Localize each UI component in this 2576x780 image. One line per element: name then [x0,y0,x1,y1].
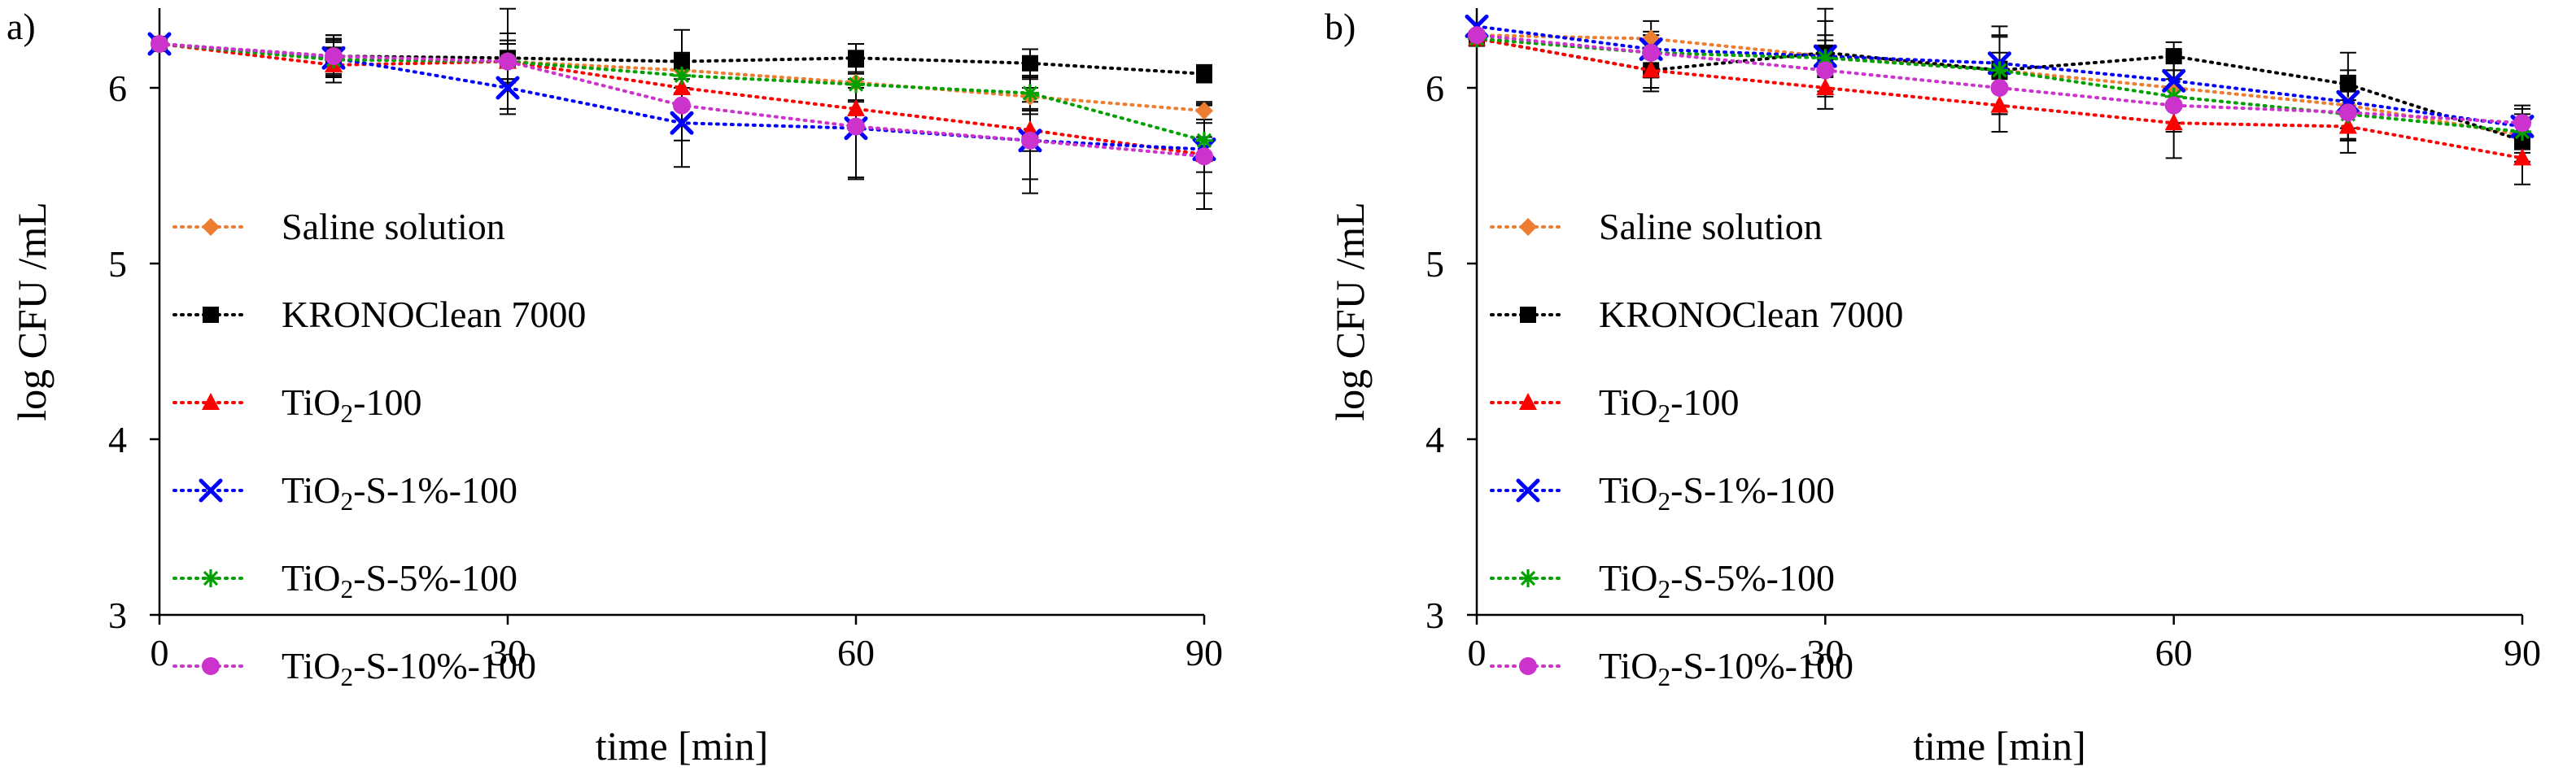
data-point [1196,65,1212,82]
legend-marker [1519,569,1537,587]
legend: Saline solution KRONOClean 7000 TiO2-100 Ti… [1490,206,1903,691]
data-point [2164,113,2183,131]
y-tick-label: 6 [1426,68,1444,109]
legend-label: TiO2-S-10%-100 [1599,645,1853,691]
panel-label: a) [7,6,36,47]
legend-label: KRONOClean 7000 [1599,294,1903,335]
error-bars [1643,30,2530,146]
legend-marker [1516,478,1540,503]
legend-label: TiO2-S-1%-100 [282,469,517,516]
y-tick-label: 4 [1426,419,1444,460]
data-point [847,75,865,94]
data-point [673,96,691,115]
y-tick-label: 6 [108,68,127,109]
legend-label: TiO2-S-5%-100 [282,557,517,604]
y-tick-label: 3 [108,595,127,636]
error-bars [1643,7,2530,163]
legend-label: TiO2-S-5%-100 [1599,557,1835,604]
data-point [1642,43,1661,62]
data-point [151,35,168,53]
data-point [1990,79,2009,97]
data-point [670,111,694,135]
legend-label: TiO2-S-10%-100 [282,645,536,691]
data-point [2165,48,2182,65]
legend-label: TiO2-100 [282,381,421,428]
series-5 [1468,26,2531,133]
data-point [1642,60,1661,78]
x-tick-label: 30 [489,632,526,673]
data-point [674,53,690,70]
data-point [1021,84,1039,102]
x-tick-label: 0 [151,632,169,673]
legend-label: TiO2-100 [1599,381,1739,428]
error-bars [1643,20,2530,154]
data-point [848,50,864,67]
legend-label: KRONOClean 7000 [282,294,586,335]
x-tick-label: 0 [1468,632,1487,673]
x-tick-label: 90 [1185,632,1223,673]
legend-marker [1519,218,1537,236]
legend-label: Saline solution [282,206,505,247]
y-tick-label: 4 [108,419,127,460]
legend-marker [1520,307,1536,323]
data-point [1021,131,1039,150]
y-axis-label: log CFU /mL [9,202,55,421]
x-tick-label: 60 [2155,632,2193,673]
legend-label: TiO2-S-1%-100 [1599,469,1835,516]
x-axis-label: time [min] [596,723,768,769]
legend-marker [202,393,220,410]
data-point [2164,96,2183,115]
data-point [325,47,343,66]
y-tick-label: 3 [1426,595,1444,636]
data-point [847,117,865,136]
data-point [2338,103,2357,122]
data-point [1990,61,2009,80]
legend-marker [202,569,220,587]
data-point [2338,116,2357,134]
data-point [1816,61,1835,80]
data-point [1468,26,1486,45]
error-bars [325,7,1212,211]
legend-marker [202,218,220,236]
x-tick-label: 90 [2504,632,2541,673]
data-point [1195,102,1213,120]
y-tick-label: 5 [108,243,127,285]
y-tick-label: 5 [1426,243,1444,285]
x-tick-label: 60 [837,632,875,673]
data-point [2339,76,2356,93]
legend-marker [202,657,220,675]
y-axis-label: log CFU /mL [1327,202,1373,421]
legend-marker [1519,393,1537,410]
data-point [1022,54,1038,72]
data-point [2513,148,2531,166]
data-point [1195,147,1213,166]
legend-marker [1519,657,1537,675]
data-point [2162,68,2186,93]
data-point [847,98,865,116]
data-point [673,66,691,85]
legend-marker [199,478,223,503]
x-axis-label: time [min] [1913,723,2085,769]
legend-marker [203,307,219,323]
data-point [2513,114,2531,133]
legend: Saline solution KRONOClean 7000 TiO2-100 Ti… [172,206,586,691]
data-point [1195,131,1213,150]
data-point [1816,78,1835,95]
legend-label: Saline solution [1599,206,1823,247]
data-point [1990,95,2009,113]
panel-label: b) [1325,6,1356,47]
x-tick-label: 30 [1806,632,1844,673]
data-point [496,76,520,100]
series-5 [151,35,1213,166]
data-point [673,78,691,95]
data-point [499,52,517,71]
